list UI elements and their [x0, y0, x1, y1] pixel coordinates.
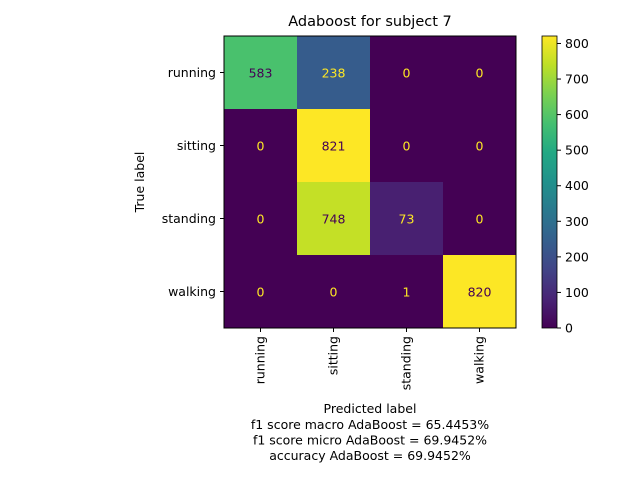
- cell-0-0: [224, 36, 298, 110]
- cell-value-2-2: 73: [399, 212, 415, 227]
- cell-3-1: [297, 255, 371, 329]
- cell-3-2: [370, 255, 444, 329]
- y-axis-label: True label: [132, 152, 147, 214]
- x-axis-label: Predicted label: [324, 401, 417, 416]
- y-axis-ticks: running sitting standing walking: [162, 65, 224, 299]
- colorbar-tick-label-0: 0: [565, 321, 573, 336]
- y-tick-label-0: running: [168, 65, 216, 80]
- metric-captions: f1 score macro AdaBoost = 65.4453%f1 sco…: [251, 417, 489, 463]
- cell-0-2: [370, 36, 444, 110]
- cell-value-3-0: 0: [257, 285, 265, 300]
- cell-1-1: [297, 109, 371, 183]
- x-tick-label-3: walking: [472, 336, 487, 384]
- y-tick-label-1: sitting: [177, 138, 216, 153]
- cell-value-0-3: 0: [476, 66, 484, 81]
- cell-value-3-3: 820: [468, 285, 492, 300]
- cell-value-2-1: 748: [322, 212, 346, 227]
- colorbar-tick-label-6: 600: [565, 107, 589, 122]
- cell-2-3: [443, 182, 517, 256]
- cell-value-1-0: 0: [257, 139, 265, 154]
- cell-1-3: [443, 109, 517, 183]
- colorbar-tick-label-5: 500: [565, 143, 589, 158]
- cell-value-0-1: 238: [322, 66, 346, 81]
- x-axis-ticks: running sitting standing walking: [253, 328, 487, 390]
- y-tick-label-2: standing: [162, 211, 216, 226]
- cell-value-0-2: 0: [403, 66, 411, 81]
- chart-title: Adaboost for subject 7: [288, 14, 452, 30]
- matrix-frame: [223, 35, 517, 329]
- cell-value-1-3: 0: [476, 139, 484, 154]
- colorbar-tick-label-7: 700: [565, 72, 589, 87]
- cell-2-2: [370, 182, 444, 256]
- cell-value-0-0: 583: [249, 66, 273, 81]
- x-tick-label-0: running: [253, 336, 268, 384]
- caption-line-2: accuracy AdaBoost = 69.9452%: [269, 448, 471, 463]
- caption-line-0: f1 score macro AdaBoost = 65.4453%: [251, 417, 489, 432]
- matrix-cell-labels: 583 238 0 0 0 821 0 0 0 748 73 0 0 0 1 820: [249, 66, 492, 300]
- caption-line-1: f1 score micro AdaBoost = 69.9452%: [253, 433, 487, 448]
- cell-2-0: [224, 182, 298, 256]
- colorbar-tick-label-1: 100: [565, 285, 589, 300]
- cell-1-0: [224, 109, 298, 183]
- colorbar-tick-label-3: 300: [565, 214, 589, 229]
- x-tick-label-1: sitting: [326, 336, 341, 375]
- cell-2-1: [297, 182, 371, 256]
- colorbar: 0 100 200 300 400 500 600 700 800: [541, 35, 589, 336]
- cell-3-0: [224, 255, 298, 329]
- colorbar-tick-label-2: 200: [565, 249, 589, 264]
- cell-0-1: [297, 36, 371, 110]
- cell-0-3: [443, 36, 517, 110]
- cell-value-3-2: 1: [403, 285, 411, 300]
- cell-value-3-1: 0: [330, 285, 338, 300]
- cell-value-1-2: 0: [403, 139, 411, 154]
- colorbar-tick-label-4: 400: [565, 178, 589, 193]
- x-tick-label-2: standing: [399, 336, 414, 390]
- colorbar-tick-label-8: 800: [565, 36, 589, 51]
- matrix-cells: [223, 35, 517, 329]
- cell-3-3: [443, 255, 517, 329]
- cell-1-2: [370, 109, 444, 183]
- cell-value-2-3: 0: [476, 212, 484, 227]
- cell-value-2-0: 0: [257, 212, 265, 227]
- cell-value-1-1: 821: [322, 139, 346, 154]
- colorbar-gradient: [541, 35, 558, 329]
- y-tick-label-3: walking: [168, 284, 216, 299]
